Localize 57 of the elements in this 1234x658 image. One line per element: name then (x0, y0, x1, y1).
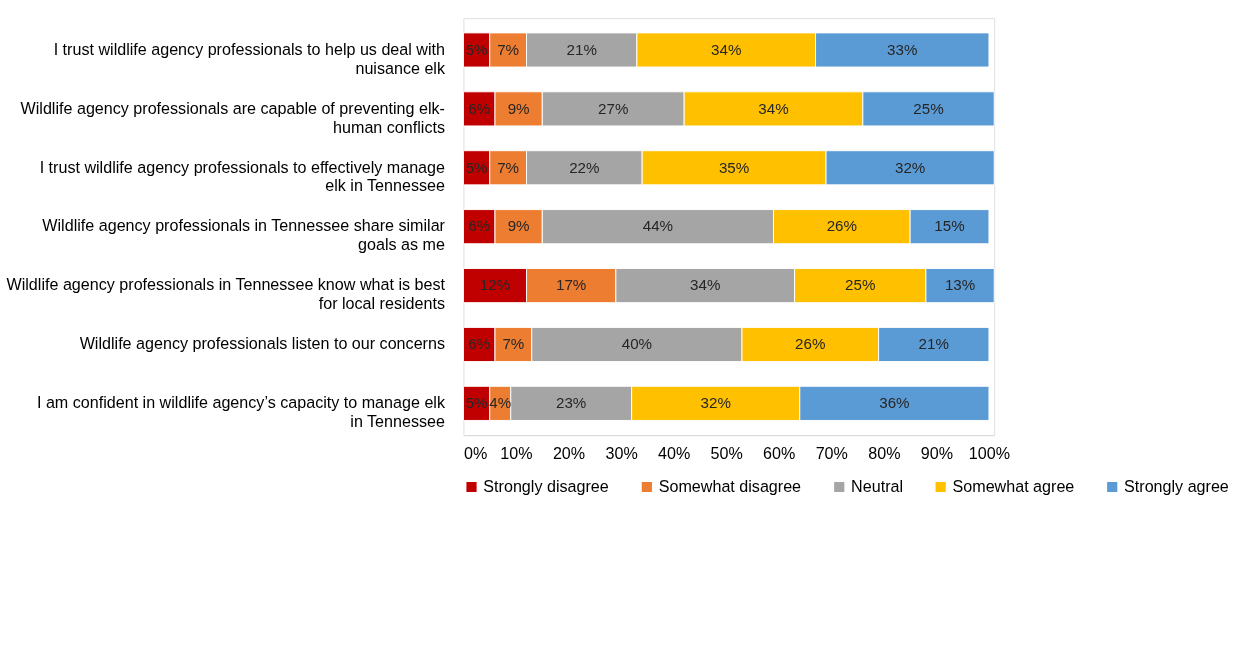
data-label: 34% (711, 40, 742, 58)
y-tick-label: I trust wildlife agency professionals to help us deal with nuisance elk (53, 39, 446, 77)
x-tick-label: 10% (500, 444, 533, 463)
data-label: 15% (934, 217, 965, 235)
x-tick-label: 20% (552, 444, 586, 463)
y-tick-label: I am confident in wildlife agency’s capacity to manage elk in Tennessee (36, 393, 446, 431)
data-label: 33% (887, 40, 918, 58)
data-label: 36% (879, 394, 910, 412)
data-label: 7% (497, 158, 520, 176)
x-tick-label: 50% (710, 444, 743, 463)
data-label: 35% (718, 158, 750, 176)
data-label: 34% (758, 99, 789, 117)
data-label: 9% (507, 99, 530, 117)
data-label: 5% (465, 40, 488, 58)
data-label: 40% (621, 335, 653, 353)
data-label: 12% (479, 276, 511, 294)
x-tick-label: 60% (763, 444, 796, 463)
data-label: 17% (556, 276, 587, 294)
data-label: 26% (795, 335, 826, 353)
legend-label: Somewhat agree (952, 476, 1075, 495)
data-label: 25% (913, 99, 944, 117)
data-label: 13% (944, 276, 976, 294)
data-label: 44% (642, 217, 674, 235)
data-label: 5% (465, 394, 488, 412)
data-label: 6% (468, 335, 491, 353)
x-tick-label: 0% (463, 444, 488, 463)
data-label: 5% (465, 158, 488, 176)
legend-label: Neutral (851, 476, 904, 495)
data-label: 23% (556, 394, 587, 412)
data-label: 27% (598, 99, 629, 117)
data-label: 32% (894, 158, 926, 176)
data-label: 26% (826, 217, 857, 235)
data-label: 6% (468, 217, 491, 235)
x-tick-label: 80% (868, 444, 901, 463)
data-label: 9% (507, 217, 530, 235)
x-tick-label: 100% (968, 444, 1011, 463)
y-tick-label: Wildlife agency professionals are capable of preventing elk-human conflicts (20, 98, 445, 136)
x-tick-label: 90% (920, 444, 954, 463)
x-tick-label: 30% (605, 444, 638, 463)
legend-label: Somewhat disagree (658, 476, 802, 495)
data-label: 7% (497, 40, 520, 58)
x-tick-label: 70% (815, 444, 848, 463)
legend-label: Strongly agree (1124, 476, 1229, 495)
y-tick-label: I trust wildlife agency professionals to effectively manage elk in Tennessee (39, 157, 446, 195)
y-tick-label: Wildlife agency professionals listen to our concerns (79, 334, 445, 353)
data-label: 21% (918, 335, 949, 353)
y-tick-label: Wildlife agency professionals in Tennessee share similar goals as me (42, 216, 446, 254)
data-label: 22% (569, 158, 600, 176)
y-tick-label: Wildlife agency professionals in Tennessee know what is best for local residents (6, 275, 446, 313)
legend-label: Strongly disagree (483, 476, 609, 495)
data-label: 6% (468, 99, 491, 117)
data-label: 25% (845, 276, 876, 294)
x-tick-label: 40% (658, 444, 691, 463)
data-label: 32% (700, 394, 731, 412)
data-label: 21% (566, 40, 597, 58)
data-label: 7% (502, 335, 525, 353)
data-label: 34% (690, 276, 721, 294)
